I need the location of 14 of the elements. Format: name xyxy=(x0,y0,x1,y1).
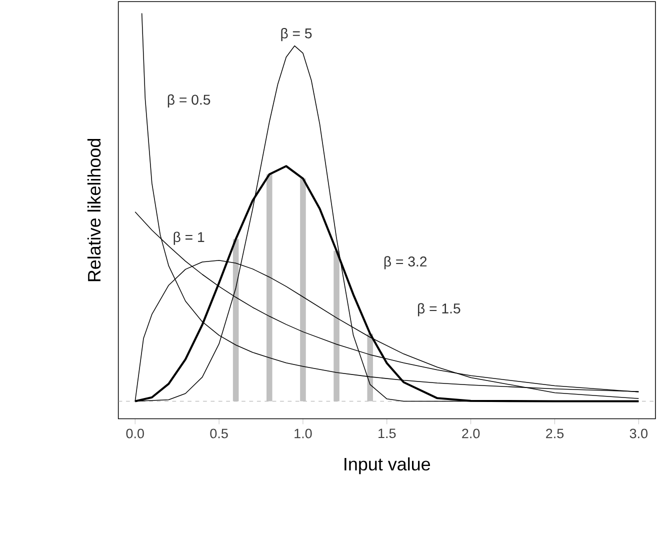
series-label: β = 0.5 xyxy=(168,94,210,108)
x-tick-label: 2.0 xyxy=(462,428,480,438)
x-tick-label: 2.5 xyxy=(546,428,564,438)
text: β = 3.2 xyxy=(384,256,427,270)
x-tick-label: 0.0 xyxy=(126,428,144,438)
x-tick-label: 3.0 xyxy=(630,428,648,438)
series-label: β = 5 xyxy=(281,28,312,42)
x-tick-label: 1.5 xyxy=(378,428,396,438)
series-label: β = 1 xyxy=(174,232,204,245)
x-tick-label: 1.0 xyxy=(294,428,312,438)
text: β = 1.5 xyxy=(418,303,460,316)
x-axis-title: Input value xyxy=(344,457,430,474)
x-tick-label: 0.5 xyxy=(210,428,228,438)
y-axis-title: Relative likelihood xyxy=(87,139,101,282)
